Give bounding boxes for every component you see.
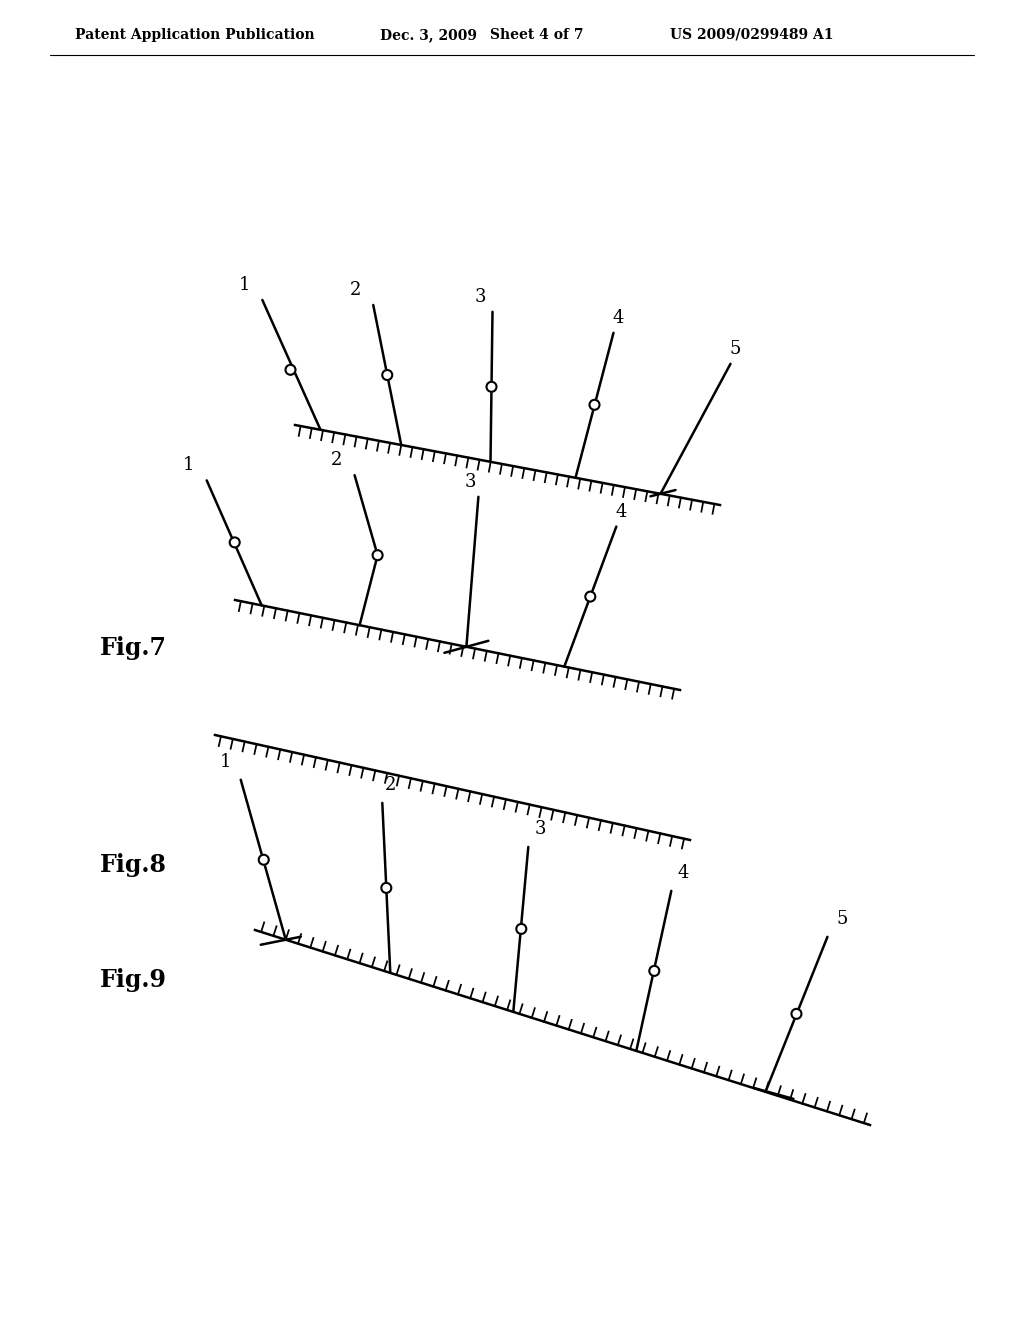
Text: 1: 1 bbox=[220, 752, 231, 771]
Circle shape bbox=[486, 381, 497, 392]
Text: 4: 4 bbox=[615, 503, 627, 520]
Text: Sheet 4 of 7: Sheet 4 of 7 bbox=[490, 28, 584, 42]
Circle shape bbox=[229, 537, 240, 548]
Text: 3: 3 bbox=[535, 820, 546, 838]
Text: 1: 1 bbox=[183, 457, 195, 474]
Circle shape bbox=[590, 400, 599, 409]
Circle shape bbox=[381, 883, 391, 892]
Circle shape bbox=[792, 1008, 802, 1019]
Text: 3: 3 bbox=[475, 288, 486, 306]
Text: 4: 4 bbox=[678, 863, 689, 882]
Text: US 2009/0299489 A1: US 2009/0299489 A1 bbox=[670, 28, 834, 42]
Circle shape bbox=[259, 855, 268, 865]
Text: 5: 5 bbox=[730, 339, 741, 358]
Text: 2: 2 bbox=[385, 776, 396, 793]
Text: Dec. 3, 2009: Dec. 3, 2009 bbox=[380, 28, 477, 42]
Circle shape bbox=[286, 364, 296, 375]
Circle shape bbox=[516, 924, 526, 935]
Text: 2: 2 bbox=[349, 281, 360, 300]
Text: Fig.7: Fig.7 bbox=[100, 636, 167, 660]
Text: 3: 3 bbox=[465, 473, 476, 491]
Text: Patent Application Publication: Patent Application Publication bbox=[75, 28, 314, 42]
Circle shape bbox=[649, 966, 659, 975]
Text: 1: 1 bbox=[239, 276, 250, 294]
Circle shape bbox=[373, 550, 383, 560]
Text: Fig.8: Fig.8 bbox=[100, 853, 167, 876]
Text: Fig.9: Fig.9 bbox=[100, 968, 167, 993]
Circle shape bbox=[586, 591, 595, 602]
Circle shape bbox=[382, 370, 392, 380]
Text: 2: 2 bbox=[331, 451, 342, 469]
Text: 4: 4 bbox=[612, 309, 625, 327]
Text: 5: 5 bbox=[837, 909, 848, 928]
